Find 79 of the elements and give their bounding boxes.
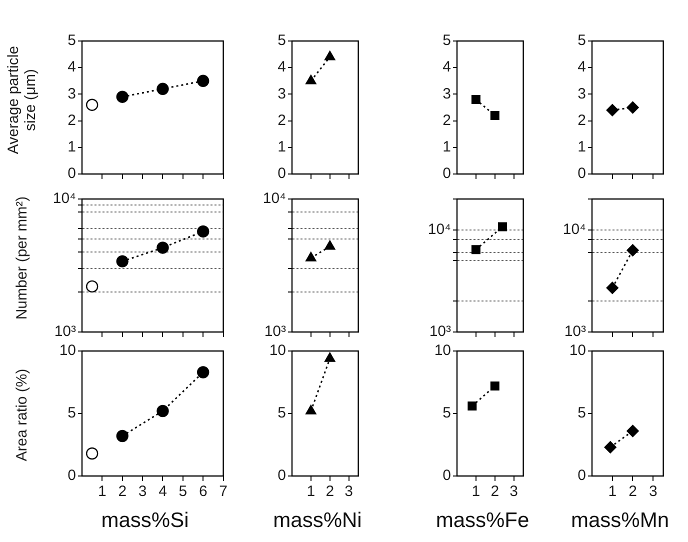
y-tick-label: 1	[278, 138, 286, 156]
y-tick-label: 0	[68, 467, 76, 484]
y-tick-label: 10⁴	[52, 190, 76, 208]
y-tick-label: 4	[578, 58, 586, 76]
y-tick-label: 10³	[564, 323, 586, 340]
point	[116, 255, 128, 268]
y-tick-label: 5	[68, 404, 76, 422]
y-tick-label: 5	[68, 32, 76, 50]
y-tick-label: 5	[578, 404, 586, 422]
x-tick-label: 2	[326, 483, 334, 500]
x-tick-label: 4	[158, 483, 167, 500]
y-tick-label: 10	[269, 342, 286, 360]
x-tick-label: 3	[510, 483, 518, 500]
x-tick-label: 1	[608, 483, 617, 500]
y-tick-label: 0	[578, 467, 586, 484]
y-tick-label: 2	[278, 112, 286, 129]
y-tick-label: 0	[578, 165, 586, 182]
y-tick-label: 2	[578, 112, 586, 129]
y-tick-label: 2	[442, 112, 451, 129]
y-tick-label: 3	[578, 85, 586, 102]
y-tick-label: 5	[442, 404, 451, 422]
y-axis-title: Number (per mm²)	[14, 194, 30, 322]
y-tick-label: 10³	[429, 323, 451, 340]
y-tick-label: 3	[278, 85, 286, 102]
y-tick-label: 3	[68, 85, 76, 102]
y-tick-label: 4	[442, 58, 451, 76]
point	[116, 90, 128, 103]
y-tick-label: 2	[68, 112, 76, 129]
y-tick-label: 3	[442, 85, 451, 102]
x-axis-title: mass%Ni	[273, 509, 362, 533]
y-tick-label: 10⁴	[562, 220, 586, 238]
point	[197, 225, 210, 238]
y-tick-label: 10	[59, 342, 76, 360]
x-tick-label: 3	[648, 483, 658, 500]
y-tick-label: 10⁴	[428, 220, 451, 238]
y-tick-label: 5	[278, 404, 286, 422]
x-axis-title: mass%Fe	[436, 509, 530, 533]
point	[197, 74, 210, 87]
x-tick-label: 2	[118, 483, 127, 500]
x-axis-title: mass%Si	[101, 509, 189, 533]
y-tick-label: 0	[278, 467, 286, 484]
x-axis-title: mass%Mn	[570, 509, 670, 533]
x-tick-label: 2	[628, 483, 637, 500]
x-tick-label: 3	[344, 483, 353, 500]
x-tick-label: 3	[138, 483, 147, 500]
y-tick-label: 1	[442, 138, 451, 156]
x-tick-label: 1	[472, 483, 480, 500]
x-tick-label: 5	[178, 483, 188, 500]
y-tick-label: 4	[68, 58, 76, 76]
y-axis-title: Average particle size (μm)	[5, 44, 39, 156]
point	[156, 82, 169, 95]
point	[197, 366, 210, 378]
y-axis-title: Area ratio (%)	[14, 367, 30, 464]
y-tick-label: 5	[442, 32, 451, 50]
y-tick-label: 1	[68, 138, 76, 156]
y-tick-label: 5	[578, 32, 586, 50]
point	[86, 447, 98, 460]
y-tick-label: 0	[68, 165, 76, 182]
y-tick-label: 5	[278, 32, 286, 50]
y-tick-label: 10	[434, 342, 451, 360]
y-tick-label: 10	[569, 342, 586, 360]
point	[116, 430, 128, 442]
point	[86, 98, 98, 111]
point	[86, 280, 98, 293]
x-tick-label: 1	[306, 483, 316, 500]
point	[156, 404, 169, 418]
y-tick-label: 0	[278, 165, 286, 182]
y-tick-label: 10³	[54, 323, 76, 340]
x-tick-label: 1	[98, 483, 106, 500]
y-tick-label: 10³	[264, 323, 286, 340]
x-tick-label: 2	[490, 483, 500, 500]
y-tick-label: 1	[578, 138, 586, 156]
y-tick-label: 0	[442, 467, 451, 484]
y-tick-label: 0	[442, 165, 451, 182]
x-tick-label: 6	[198, 483, 208, 500]
x-tick-label: 7	[219, 483, 228, 500]
y-tick-label: 10⁴	[262, 190, 286, 208]
y-tick-label: 4	[278, 58, 286, 76]
point	[156, 242, 169, 254]
